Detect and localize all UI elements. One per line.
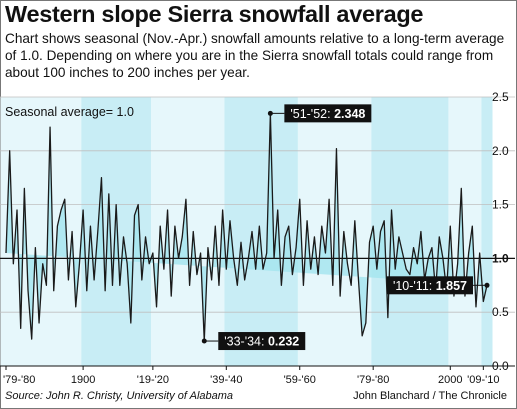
y-tick-label: 1.0 [492,251,509,265]
era-bands [0,97,493,366]
annotations: '51-'52: 2.348 '33-'34: 0.232 '10-'11: 1.8… [201,104,490,351]
era-band [448,97,482,366]
annotation-box [386,276,473,295]
annotation-box [218,332,306,351]
y-axis-ticks: 0.00.51.01.52.02.5 [492,90,509,373]
x-tick-label: '79-'80 [3,374,35,386]
x-tick-label: '39-'40 [210,374,242,386]
y-tick-label: 2.0 [492,144,509,158]
baseline-label: Seasonal average= 1.0 [5,105,134,119]
x-tick-label: '19-'20 [137,374,169,386]
y-tick-label: 0.5 [492,305,509,319]
x-tick-label: '59-'60 [284,374,316,386]
annotation-label: '10-'11: 1.857 [393,279,467,293]
snowfall-area [6,113,487,342]
gridlines [0,96,515,313]
era-band [0,97,82,366]
x-tick-label: '09-'10 [467,374,499,386]
x-tick-label: '79-'80 [357,374,389,386]
annotation-1951: '51-'52: 2.348 [267,104,372,123]
annotation-2010: '10-'11: 1.857 [386,276,490,295]
annotation-marker [484,282,490,288]
annotation-marker [201,338,207,344]
annotation-marker [267,110,273,116]
y-tick-label: 1.5 [492,198,509,212]
y-tick-label: 2.5 [492,90,509,104]
source-note: Source: John R. Christy, University of A… [5,390,234,402]
x-tick-label: 2000 [438,374,462,386]
annotation-1933: '33-'34: 0.232 [201,332,306,351]
annotation-label: '33-'34: 0.232 [224,335,299,349]
snowfall-series-line [5,112,488,342]
era-band [481,97,493,366]
chart-title: Western slope Sierra snowfall average [5,1,424,27]
era-band [224,97,298,366]
annotation-box [284,104,372,123]
annotation-label: '51-'52: 2.348 [290,107,365,121]
credit-line: John Blanchard / The Chronicle [353,390,507,402]
x-axis-ticks: '79-'80 1900 '19-'20 '39-'40 '59-'60 '79-'80 2… [3,366,500,386]
x-tick-label: 1900 [71,374,95,386]
chart-subtitle: Chart shows seasonal (Nov.-Apr.) snowfal… [5,31,505,80]
